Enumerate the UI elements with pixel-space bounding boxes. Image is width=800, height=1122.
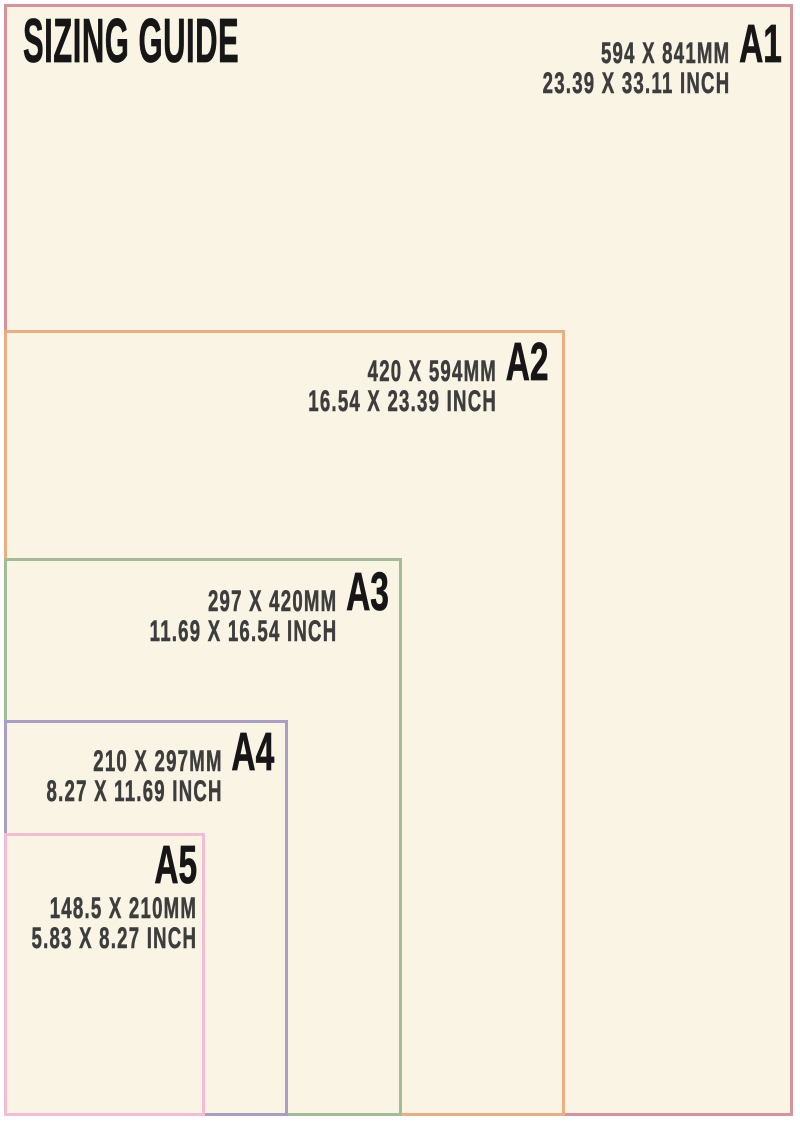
size-name-a1: A1 [739,14,782,74]
size-dimensions-a1: 594 X 841MM 23.39 X 33.11 INCH [543,17,731,99]
size-mm-a5: 148.5 X 210MM [49,892,197,925]
page-title: SIZING GUIDE [23,7,240,76]
size-box-a5: A5 148.5 X 210MM 5.83 X 8.27 INCH [4,833,205,1116]
size-dimensions-a2: 420 X 594MM 16.54 X 23.39 INCH [309,335,498,417]
size-name-a5: A5 [154,835,197,895]
size-inch-a3: 11.69 X 16.54 INCH [149,615,338,648]
size-name-a4: A4 [231,722,274,782]
size-label-a1: 594 X 841MM 23.39 X 33.11 INCH A1 [543,14,783,99]
size-label-a2: 420 X 594MM 16.54 X 23.39 INCH A2 [309,332,550,417]
size-label-a4: 210 X 297MM 8.27 X 11.69 INCH A4 [46,725,274,807]
size-inch-a5: 5.83 X 8.27 INCH [31,922,197,955]
size-mm-a4: 210 X 297MM [93,745,223,778]
size-label-a5: A5 148.5 X 210MM 5.83 X 8.27 INCH [31,838,197,954]
size-mm-a1: 594 X 841MM [601,37,731,70]
size-name-a3: A3 [346,562,389,622]
size-mm-a3: 297 X 420MM [208,585,338,618]
size-dimensions-a4: 210 X 297MM 8.27 X 11.69 INCH [46,725,222,807]
size-label-a3: 297 X 420MM 11.69 X 16.54 INCH A3 [150,562,390,647]
size-inch-a1: 23.39 X 33.11 INCH [542,67,731,100]
size-inch-a2: 16.54 X 23.39 INCH [308,385,498,418]
size-inch-a4: 8.27 X 11.69 INCH [46,775,223,808]
size-mm-a2: 420 X 594MM [368,355,498,388]
size-dimensions-a5: 148.5 X 210MM 5.83 X 8.27 INCH [31,892,197,954]
size-dimensions-a3: 297 X 420MM 11.69 X 16.54 INCH [150,565,338,647]
size-name-a2: A2 [506,332,549,392]
